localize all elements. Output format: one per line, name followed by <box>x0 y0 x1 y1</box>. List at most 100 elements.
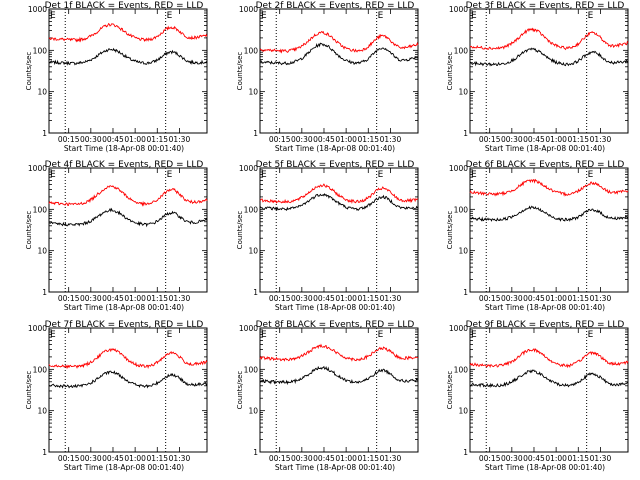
y-tick-label: 100 <box>33 365 48 374</box>
y-tick-label: 1 <box>253 288 258 297</box>
y-axis-label: Counts/sec <box>446 211 454 250</box>
x-tick-label: 00:30 <box>501 294 523 303</box>
series-line-red <box>259 343 419 362</box>
y-tick-label: 1000 <box>449 324 468 333</box>
y-tick-label: 1000 <box>239 5 258 14</box>
x-tick-label: 01:00 <box>545 135 567 144</box>
x-tick-label: 00:45 <box>523 454 545 463</box>
plot-frame <box>469 167 629 293</box>
x-axis-label: Start Time (18-Apr-08 00:01:40) <box>485 303 605 312</box>
series-line-black <box>259 42 419 66</box>
x-axis-label: Start Time (18-Apr-08 00:01:40) <box>64 303 184 312</box>
x-tick-label: 00:15 <box>269 135 291 144</box>
y-tick-label: 1000 <box>449 164 468 173</box>
series-line-red <box>469 178 629 197</box>
y-tick-label: 1 <box>42 288 47 297</box>
x-tick-label: 00:45 <box>102 454 124 463</box>
event-marker-label: E <box>588 11 594 21</box>
series-line-black <box>48 207 208 228</box>
series-line-black <box>48 47 208 66</box>
series-line-red <box>48 185 208 207</box>
y-tick-label: 100 <box>454 205 469 214</box>
y-axis-label: Counts/sec <box>236 52 244 91</box>
event-marker-label: E <box>378 330 384 340</box>
panel-title: Det 5f BLACK = Events, RED = LLD <box>256 160 415 170</box>
x-tick-label: 01:00 <box>545 454 567 463</box>
y-tick-label: 100 <box>454 46 469 55</box>
x-axis-label: Start Time (18-Apr-08 00:01:40) <box>485 463 605 472</box>
panel-title: Det 8f BLACK = Events, RED = LLD <box>256 320 415 330</box>
y-axis-label: Counts/sec <box>236 371 244 410</box>
y-axis-label: Counts/sec <box>446 371 454 410</box>
plot-frame <box>469 8 629 134</box>
y-axis-label: Counts/sec <box>25 211 33 250</box>
y-tick-label: 1000 <box>28 5 47 14</box>
event-marker-label: E <box>588 330 594 340</box>
x-tick-label: 00:45 <box>523 135 545 144</box>
series-line-black <box>469 47 629 67</box>
x-tick-label: 00:30 <box>501 135 523 144</box>
y-tick-label: 1000 <box>449 5 468 14</box>
panel-title: Det 2f BLACK = Events, RED = LLD <box>256 1 415 11</box>
y-axis-label: Counts/sec <box>236 211 244 250</box>
event-marker-label: E <box>261 330 267 340</box>
x-tick-label: 01:00 <box>335 294 357 303</box>
event-marker-label: E <box>261 170 267 180</box>
y-tick-label: 1 <box>463 448 468 457</box>
y-tick-label: 1 <box>463 288 468 297</box>
event-marker-label: E <box>50 11 56 21</box>
y-tick-label: 10 <box>248 88 258 97</box>
x-tick-label: 01:15 <box>146 454 168 463</box>
plot-frame <box>48 8 208 134</box>
y-tick-label: 100 <box>33 205 48 214</box>
plot-frame <box>48 327 208 453</box>
event-marker-label: E <box>588 170 594 180</box>
panel-title: Det 1f BLACK = Events, RED = LLD <box>45 1 204 11</box>
event-marker-label: E <box>167 330 173 340</box>
x-axis-label: Start Time (18-Apr-08 00:01:40) <box>275 144 395 153</box>
panel-title: Det 9f BLACK = Events, RED = LLD <box>466 320 625 330</box>
x-tick-label: 01:15 <box>567 454 589 463</box>
series-line-black <box>469 369 629 388</box>
y-tick-label: 10 <box>458 88 468 97</box>
x-tick-label: 00:15 <box>479 294 501 303</box>
x-tick-label: 01:30 <box>169 294 191 303</box>
x-tick-label: 00:45 <box>313 135 335 144</box>
x-tick-label: 00:30 <box>80 135 102 144</box>
event-marker-label: E <box>167 11 173 21</box>
x-tick-label: 00:45 <box>313 454 335 463</box>
plot-frame <box>259 167 419 293</box>
event-marker-label: E <box>471 330 477 340</box>
series-line-red <box>469 348 629 369</box>
x-tick-label: 01:15 <box>567 135 589 144</box>
x-tick-label: 01:15 <box>146 294 168 303</box>
x-tick-label: 01:30 <box>380 294 402 303</box>
x-tick-label: 01:30 <box>590 135 612 144</box>
y-tick-label: 1000 <box>239 164 258 173</box>
y-tick-label: 1 <box>253 129 258 138</box>
y-tick-label: 1 <box>253 448 258 457</box>
y-tick-label: 1 <box>42 448 47 457</box>
y-tick-label: 1000 <box>239 324 258 333</box>
x-tick-label: 01:00 <box>124 454 146 463</box>
plot-frame <box>259 327 419 453</box>
y-tick-label: 10 <box>458 247 468 256</box>
y-tick-label: 1000 <box>28 164 47 173</box>
x-tick-label: 00:30 <box>501 454 523 463</box>
series-line-black <box>469 205 629 222</box>
x-tick-label: 00:15 <box>269 294 291 303</box>
series-line-black <box>48 370 208 389</box>
x-tick-label: 01:30 <box>380 454 402 463</box>
series-line-red <box>259 183 419 205</box>
y-tick-label: 10 <box>458 407 468 416</box>
event-marker-label: E <box>261 11 267 21</box>
x-tick-label: 00:45 <box>313 294 335 303</box>
x-tick-label: 00:15 <box>58 454 80 463</box>
event-marker-label: E <box>167 170 173 180</box>
y-tick-label: 10 <box>248 407 258 416</box>
y-axis-label: Counts/sec <box>446 52 454 91</box>
